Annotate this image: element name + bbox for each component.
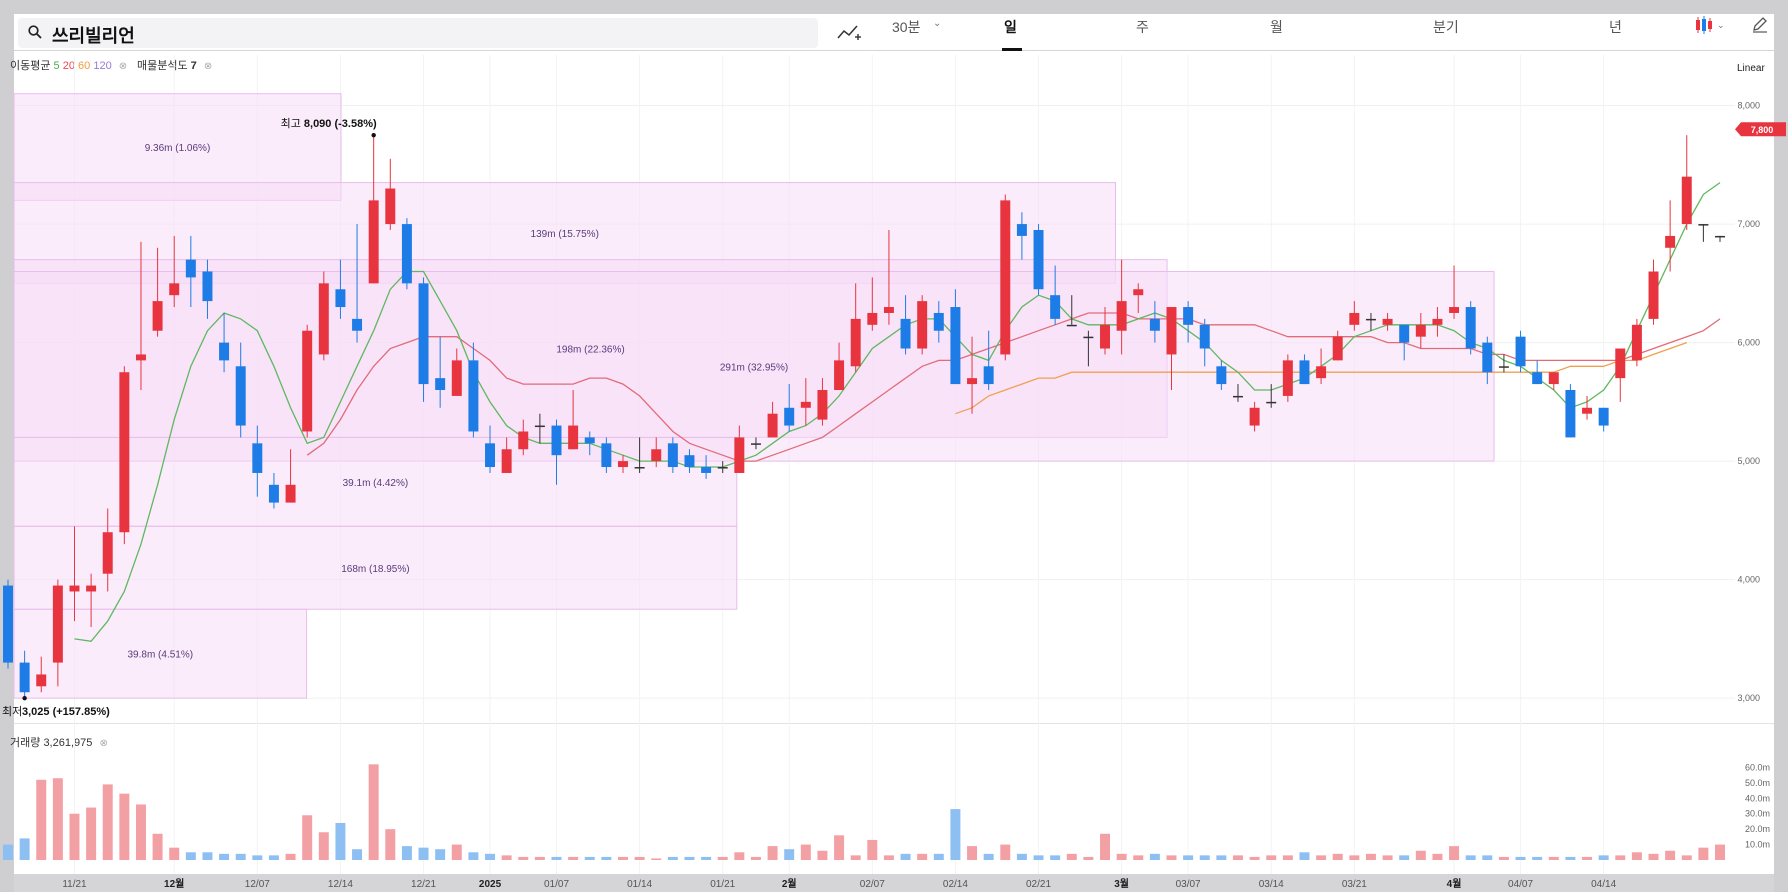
ma-period-120: 120 xyxy=(93,60,112,72)
tab-week[interactable]: 주 xyxy=(1136,19,1149,35)
vp-label: 매물분석도 xyxy=(137,60,188,72)
volume-value: 3,261,975 xyxy=(43,737,93,749)
toolbar: 쓰리빌리언 xyxy=(14,14,1774,51)
search-box[interactable]: 쓰리빌리언 xyxy=(18,18,818,48)
tab-30min[interactable]: 30분 xyxy=(892,19,921,35)
chart-panel xyxy=(14,14,1774,878)
tab-month[interactable]: 월 xyxy=(1270,19,1283,35)
close-icon[interactable]: ⊗ xyxy=(118,61,128,72)
ma-period-5: 5 xyxy=(53,60,60,72)
candle-type-icon[interactable]: ⌄ xyxy=(1694,15,1724,35)
scale-toggle[interactable]: Linear xyxy=(1737,63,1765,74)
close-icon[interactable]: ⊗ xyxy=(203,61,213,72)
ma-label: 이동평균 xyxy=(10,60,51,72)
tab-day[interactable]: 일 xyxy=(1004,19,1017,35)
ma-period-60: 60 xyxy=(78,60,91,72)
draw-tool-icon[interactable] xyxy=(836,20,862,44)
chevron-down-icon[interactable]: ⌄ xyxy=(933,18,942,29)
volume-profile-legend[interactable]: 매물분석도 7 ⊗ xyxy=(137,57,212,73)
svg-text:⌄: ⌄ xyxy=(1717,20,1724,30)
close-icon[interactable]: ⊗ xyxy=(99,738,108,749)
stock-name: 쓰리빌리언 xyxy=(52,26,135,46)
volume-bar xyxy=(3,844,13,860)
ma-period-20: 20 xyxy=(62,60,75,72)
ma-legend[interactable]: 이동평균 5 20 60 120 ⊗ xyxy=(10,57,127,73)
vp-value: 7 xyxy=(190,60,197,72)
pencil-icon[interactable] xyxy=(1751,15,1769,33)
volume-label: 거래량 xyxy=(10,737,41,749)
pane-separator xyxy=(14,723,1774,724)
search-icon xyxy=(28,25,42,39)
tab-quarter[interactable]: 분기 xyxy=(1433,19,1459,35)
volume-legend[interactable]: 거래량 3,261,975 ⊗ xyxy=(10,734,108,750)
tab-year[interactable]: 년 xyxy=(1609,19,1622,35)
candle-body xyxy=(3,585,13,663)
x-axis-band xyxy=(14,874,1774,892)
active-tab-indicator xyxy=(1002,48,1022,51)
